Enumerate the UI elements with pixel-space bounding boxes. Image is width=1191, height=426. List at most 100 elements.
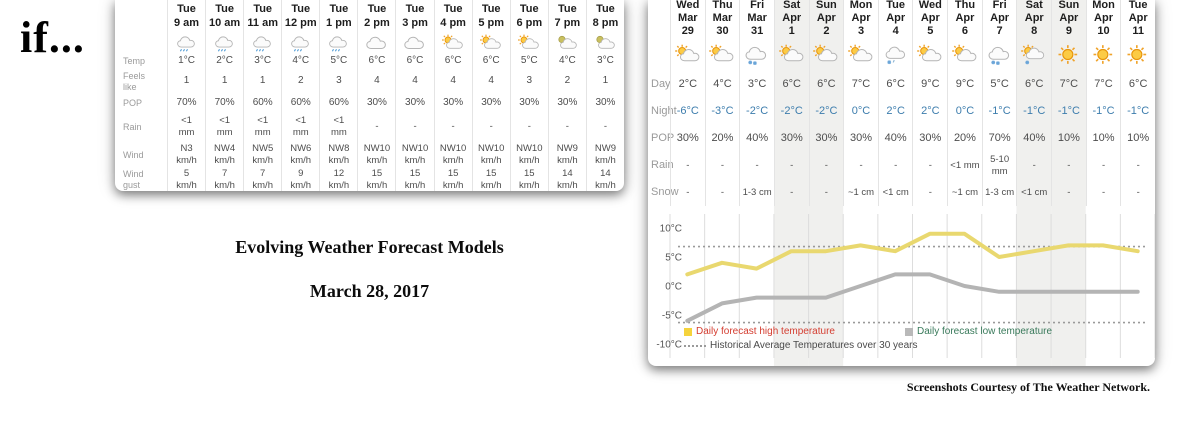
pop-cell: 60% bbox=[281, 93, 319, 113]
rain-cell: - bbox=[395, 113, 433, 141]
pop-cell: 30% bbox=[585, 93, 624, 113]
row-label: Wind bbox=[123, 149, 144, 160]
row-label: Day bbox=[651, 77, 671, 90]
wind-cell: NW10 km/h bbox=[509, 141, 548, 169]
weekend-band bbox=[808, 206, 844, 366]
row-label: POP bbox=[651, 131, 675, 144]
column-header: Tue 3 pm bbox=[395, 0, 433, 33]
rain-cloud-icon bbox=[281, 33, 319, 52]
row-label: Feels like bbox=[123, 70, 146, 92]
row-label bbox=[115, 33, 167, 52]
feels-cell: 4 bbox=[433, 70, 472, 93]
pop-cell: 20% bbox=[704, 126, 740, 151]
sun-cloud-icon bbox=[509, 33, 548, 52]
wind-cell: NW4 km/h bbox=[205, 141, 243, 169]
wind-cell: NW5 km/h bbox=[243, 141, 281, 169]
snow-cloud-icon bbox=[981, 37, 1017, 71]
gust-cell: 12 km/h bbox=[319, 168, 357, 191]
column-header: Mon Apr 3 bbox=[843, 0, 878, 37]
night-cell: -1°C bbox=[1016, 98, 1052, 126]
title-block: Evolving Weather Forecast Models March 2… bbox=[115, 237, 624, 302]
feels-cell: 4 bbox=[471, 70, 510, 93]
sun-cloud-icon bbox=[471, 33, 510, 52]
sun-cloud-icon bbox=[704, 37, 740, 71]
pop-cell: 10% bbox=[1085, 126, 1121, 151]
gust-cell: 15 km/h bbox=[433, 168, 472, 191]
column-header: Sun Apr 9 bbox=[1051, 0, 1086, 37]
sun-cloud-icon bbox=[843, 37, 878, 71]
wind-cell: NW10 km/h bbox=[357, 141, 395, 169]
legend-high-label: Daily forecast high temperature bbox=[696, 326, 835, 337]
pop-cell: 70% bbox=[167, 93, 205, 113]
wind-cell: NW10 km/h bbox=[433, 141, 472, 169]
day-cell: 9°C bbox=[912, 71, 947, 98]
pop-cell: 40% bbox=[739, 126, 774, 151]
pop-cell: 30% bbox=[808, 126, 844, 151]
night-cell: -1°C bbox=[1085, 98, 1121, 126]
legend-historical-avg: Historical Average Temperatures over 30 … bbox=[684, 340, 918, 351]
temp-cell: 4°C bbox=[547, 52, 586, 70]
day-cell: 9°C bbox=[947, 71, 982, 98]
snow-cell: - bbox=[912, 180, 947, 206]
temp-cell: 6°C bbox=[395, 52, 433, 70]
wind-cell: NW10 km/h bbox=[395, 141, 433, 169]
sun-cloud-icon bbox=[912, 37, 947, 71]
hourly-forecast-screenshot: Tue 9 am Tue 10 am Tue 11 am Tue 12 pm Tue 1… bbox=[115, 0, 624, 191]
pop-cell: 30% bbox=[471, 93, 510, 113]
day-cell: 4°C bbox=[704, 71, 740, 98]
feels-cell: 3 bbox=[319, 70, 357, 93]
wind-cell: NW10 km/h bbox=[471, 141, 510, 169]
sun-icon bbox=[1051, 37, 1086, 71]
sun-snow-cloud-icon bbox=[1016, 37, 1052, 71]
gust-cell: 15 km/h bbox=[509, 168, 548, 191]
weekend-band bbox=[1016, 206, 1052, 366]
temperature-chart: 10°C 5°C 0°C -5°C -10°C Daily forecast high … bbox=[648, 206, 1155, 366]
rain-cell: - bbox=[1051, 151, 1086, 180]
rain-cell: - bbox=[843, 151, 878, 180]
rain-cell: - bbox=[670, 151, 705, 180]
day-cell: 6°C bbox=[1016, 71, 1052, 98]
night-cell: -3°C bbox=[704, 98, 740, 126]
rain-cell: - bbox=[912, 151, 947, 180]
snow-cell: - bbox=[1051, 180, 1086, 206]
column-header: Sat Apr 8 bbox=[1016, 0, 1052, 37]
day-cell: 6°C bbox=[1120, 71, 1155, 98]
row-label: Temp bbox=[123, 55, 146, 66]
day-cell: 7°C bbox=[843, 71, 878, 98]
column-header: Thu Apr 6 bbox=[947, 0, 982, 37]
if-text: if... bbox=[20, 13, 85, 62]
legend-high-swatch bbox=[684, 327, 692, 336]
rain-cell: <1 mm bbox=[319, 113, 357, 141]
rain-cell: - bbox=[433, 113, 472, 141]
snow-cell: - bbox=[1085, 180, 1121, 206]
snow-cell: <1 cm bbox=[877, 180, 913, 206]
weekend-band bbox=[773, 206, 809, 366]
temp-cell: 1°C bbox=[167, 52, 205, 70]
pop-cell: 70% bbox=[205, 93, 243, 113]
gust-cell: 15 km/h bbox=[395, 168, 433, 191]
pop-cell: 30% bbox=[912, 126, 947, 151]
snow-cell: <1 cm bbox=[1016, 180, 1052, 206]
chart-y-axis-label: 10°C bbox=[660, 224, 682, 235]
gust-cell: 14 km/h bbox=[547, 168, 586, 191]
pop-cell: 70% bbox=[981, 126, 1017, 151]
rain-cell: <1 mm bbox=[167, 113, 205, 141]
gust-cell: 14 km/h bbox=[585, 168, 624, 191]
rain-cloud-icon bbox=[319, 33, 357, 52]
snow-cell: - bbox=[773, 180, 809, 206]
chart-y-axis-label: -10°C bbox=[656, 340, 682, 351]
pop-cell: 30% bbox=[547, 93, 586, 113]
column-header: Tue 2 pm bbox=[357, 0, 395, 33]
pop-cell: 20% bbox=[947, 126, 982, 151]
column-header: Tue 1 pm bbox=[319, 0, 357, 33]
pop-cell: 30% bbox=[843, 126, 878, 151]
rain-cell: - bbox=[704, 151, 740, 180]
day-cell: 6°C bbox=[773, 71, 809, 98]
credit-caption: Screenshots Courtesy of The Weather Netw… bbox=[906, 380, 1150, 394]
feels-cell: 1 bbox=[167, 70, 205, 93]
feels-cell: 4 bbox=[395, 70, 433, 93]
row-label: Wind gust bbox=[123, 169, 144, 190]
sun-icon bbox=[1120, 37, 1155, 71]
chart-y-axis-label: -5°C bbox=[662, 311, 682, 322]
